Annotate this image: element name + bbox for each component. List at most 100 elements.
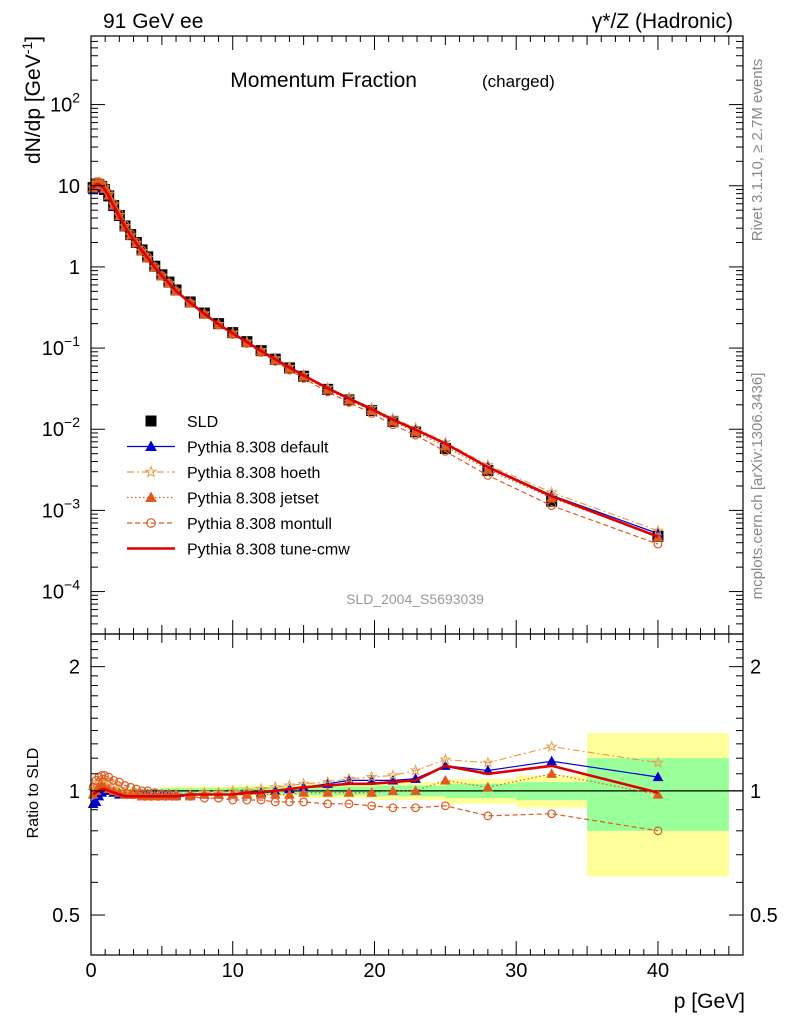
series-marker-ratio <box>126 782 136 792</box>
y-tick-label-ratio-right: 2 <box>750 657 761 679</box>
series-marker-ratio <box>100 770 109 780</box>
series-marker-ratio <box>482 781 494 792</box>
rivet-label: Rivet 3.1.10, ≥ 2.7M events <box>749 59 766 242</box>
series-marker-main <box>171 286 181 296</box>
series-marker-ratio <box>322 787 334 797</box>
series-marker-ratio <box>321 775 334 788</box>
legend-label: Pythia 8.308 tune-cmw <box>187 542 350 559</box>
y-tick-label-main: 10 <box>58 176 80 198</box>
legend-label: Pythia 8.308 hoeth <box>187 465 320 482</box>
series-marker-ratio <box>298 787 309 797</box>
legend-marker <box>145 491 157 502</box>
y-tick-label-main: 10−3 <box>42 495 80 522</box>
series-marker-ratio <box>652 771 664 782</box>
series-marker-ratio <box>342 772 356 784</box>
x-tick-label: 30 <box>505 960 527 982</box>
series-marker-ratio <box>547 809 557 819</box>
series-marker-ratio <box>387 785 399 795</box>
x-tick-label: 40 <box>647 960 669 982</box>
series-marker-main <box>143 252 153 262</box>
series-marker-main <box>157 271 167 280</box>
legend-label: Pythia 8.308 jetset <box>187 491 319 508</box>
series-marker-main <box>199 310 209 319</box>
series-marker-main <box>411 430 421 440</box>
series-marker-ratio <box>388 803 398 813</box>
series-marker-ratio <box>255 788 267 799</box>
series-marker-ratio <box>285 797 294 807</box>
series-line-ratio <box>92 764 659 798</box>
y-tick-label-main: 10−4 <box>42 577 80 604</box>
series-marker-ratio <box>344 799 354 809</box>
series-line-main <box>92 181 659 532</box>
series-marker-main <box>214 320 223 330</box>
series-marker-ratio <box>297 777 310 790</box>
series-marker-ratio <box>439 774 451 785</box>
series-line-main <box>92 184 659 535</box>
legend-label: Pythia 8.308 default <box>187 440 329 457</box>
series-marker-main <box>164 278 174 288</box>
y-tick-label-main: 102 <box>50 90 80 117</box>
series-marker-ratio <box>411 803 421 813</box>
series-marker-ratio <box>343 787 355 797</box>
series-marker-main <box>150 262 160 271</box>
legend-marker <box>146 518 156 528</box>
y-tick-label-main: 10−1 <box>42 333 80 360</box>
series-marker-ratio <box>137 786 147 796</box>
series-marker-ratio <box>90 796 102 807</box>
series-marker-ratio <box>652 788 664 799</box>
x-tick-label: 0 <box>85 960 96 982</box>
y-tick-label-ratio: 0.5 <box>52 905 80 927</box>
plot-subtitle: (charged) <box>482 72 555 91</box>
series-marker-ratio <box>270 797 280 807</box>
y-tick-label-ratio-right: 0.5 <box>750 905 778 927</box>
ratio-plot <box>87 733 743 877</box>
y-axis-label-main: dN/dp [GeV-1] <box>19 36 45 164</box>
legend-marker <box>144 464 158 478</box>
y-axis-label-ratio: Ratio to SLD <box>25 748 42 839</box>
y-tick-label-ratio: 2 <box>69 657 80 679</box>
legend-marker-SLD <box>145 415 157 427</box>
series-marker-main <box>483 471 493 480</box>
y-tick-label-ratio-right: 1 <box>750 781 761 803</box>
series-marker-ratio <box>545 740 558 752</box>
legend-marker <box>145 440 157 451</box>
series-marker-ratio <box>283 779 296 791</box>
series-marker-ratio <box>367 801 377 811</box>
mcplots-label: mcplots.cern.ch [arXiv:1306.3436] <box>749 373 766 600</box>
series-marker-ratio <box>651 756 665 768</box>
x-axis-label: p [GeV] <box>674 990 745 1013</box>
series-marker-ratio <box>131 784 141 794</box>
x-tick-label: 20 <box>363 960 385 982</box>
series-line-main <box>92 183 659 538</box>
header-right: γ*/Z (Hadronic) <box>592 10 733 33</box>
legend-label: SLD <box>187 414 218 431</box>
series-marker-main <box>185 298 195 308</box>
series-marker-ratio <box>439 753 452 765</box>
series-marker-main <box>88 182 98 192</box>
series-marker-ratio <box>109 775 119 785</box>
series-line-main <box>92 181 659 545</box>
y-tick-label-main: 1 <box>69 257 80 279</box>
x-tick-label: 10 <box>222 960 244 982</box>
series-marker-ratio <box>483 811 493 821</box>
series-marker-ratio <box>386 769 400 781</box>
series-marker-ratio <box>365 770 378 783</box>
series-marker-ratio <box>481 756 495 768</box>
main-plot <box>87 176 665 549</box>
plot-title: Momentum Fraction <box>230 69 417 92</box>
series-marker-main <box>653 539 663 549</box>
series-marker-main <box>131 237 141 247</box>
series-marker-ratio <box>228 795 238 805</box>
series-marker-ratio <box>242 795 252 805</box>
series-marker-ratio <box>185 791 195 801</box>
y-tick-label-ratio: 1 <box>69 781 80 803</box>
legend: SLD Pythia 8.308 default Pythia 8.308 hoet… <box>127 414 350 559</box>
series-marker-ratio <box>546 768 558 778</box>
series-marker-ratio <box>299 797 309 807</box>
header-left: 91 GeV ee <box>103 10 203 33</box>
series-line-main <box>92 183 659 538</box>
watermark: SLD_2004_S5693039 <box>346 591 484 607</box>
series-marker-ratio <box>410 785 421 795</box>
series-marker-ratio <box>323 799 333 809</box>
